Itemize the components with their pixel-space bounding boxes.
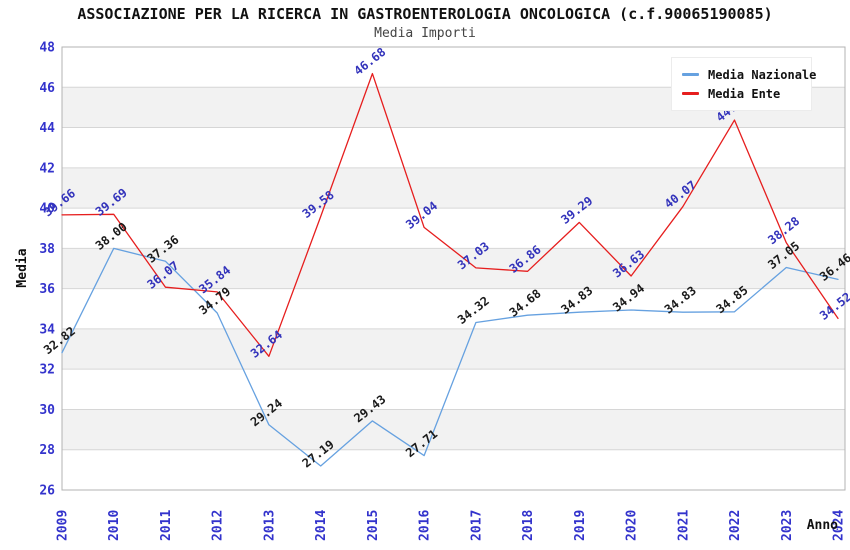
x-tick-label: 2024 [832,510,847,541]
x-tick-label: 2011 [159,510,174,541]
series-line-media-nazionale [61,247,839,467]
x-axis-title: Anno [807,518,838,533]
x-tick-label: 2018 [521,510,536,541]
plot-band [62,208,845,249]
plot-border [61,46,846,491]
y-tick-label: 26 [39,484,55,499]
plot-band [62,328,845,370]
plot-band [62,409,845,450]
y-tick-label: 28 [39,443,55,458]
series-line-media-ente [61,72,839,357]
legend-label: Media Nazionale [708,67,817,82]
plot-band [62,127,845,168]
y-tick-label: 32 [39,363,55,378]
x-tick-label: 2019 [573,510,588,541]
x-tick-label: 2020 [625,510,640,541]
chart-legend: Media Nazionale Media Ente [671,57,816,111]
legend-swatch-icon [682,73,699,76]
y-tick-label: 34 [39,322,55,337]
y-tick-label: 36 [39,282,55,297]
y-tick-label: 30 [39,403,55,418]
chart-subtitle: Media Importi [374,26,476,41]
x-tick-label: 2009 [56,510,71,541]
plot-band [62,167,845,209]
legend-swatch-icon [682,92,699,95]
y-tick-label: 44 [39,121,55,136]
y-tick-label: 46 [39,81,55,96]
y-tick-label: 48 [39,41,55,56]
legend-item-media-ente: Media Ente [682,84,811,103]
y-tick-label: 40 [39,202,55,217]
x-tick-label: 2022 [728,510,743,541]
x-tick-label: 2012 [211,510,226,541]
x-tick-label: 2014 [314,510,329,541]
plot-band [62,449,845,490]
x-tick-label: 2021 [676,510,691,541]
plot-band [62,369,845,410]
plot-band [62,288,845,329]
x-tick-label: 2013 [262,510,277,541]
legend-item-media-nazionale: Media Nazionale [682,65,816,84]
chart-title: ASSOCIAZIONE PER LA RICERCA IN GASTROENT… [77,5,773,23]
y-axis-title: Media [15,248,30,287]
legend-label: Media Ente [708,86,781,101]
y-tick-label: 38 [39,242,55,257]
x-tick-label: 2023 [780,510,795,541]
x-tick-label: 2010 [107,510,122,541]
x-tick-label: 2016 [418,510,433,541]
x-tick-label: 2017 [469,510,484,541]
y-tick-label: 42 [39,161,55,176]
plot-band [62,248,845,289]
x-tick-label: 2015 [366,510,381,541]
